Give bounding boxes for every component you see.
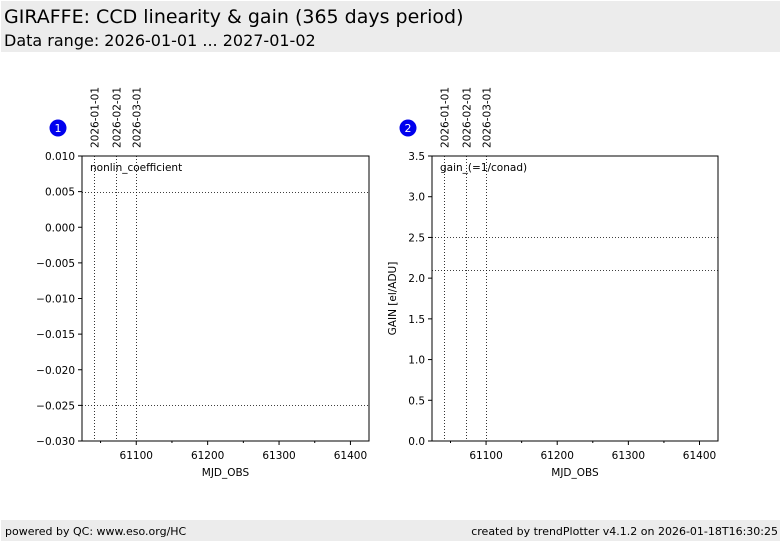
plot-frame (431, 155, 719, 442)
y-tick-label: −0.010 (36, 294, 75, 306)
x-tick-label: 61400 (683, 450, 716, 462)
y-tick-label: 0.5 (408, 395, 425, 407)
y-tick-label: 1.0 (408, 355, 425, 367)
data-range: Data range: 2026-01-01 ... 2027-01-02 (4, 31, 316, 50)
y-tick-label: 1.5 (408, 314, 425, 326)
date-marker-label: 2026-02-01 (462, 87, 474, 148)
page-title: GIRAFFE: CCD linearity & gain (365 days … (4, 6, 464, 28)
y-tick-label: 0.000 (45, 222, 75, 234)
y-tick-label: −0.015 (36, 329, 75, 341)
x-tick-label: 61200 (191, 450, 224, 462)
date-marker-label: 2026-01-01 (90, 87, 102, 148)
plot-number-badge (49, 119, 67, 137)
y-tick-label: 2.5 (408, 232, 425, 244)
date-marker-label: 2026-03-01 (482, 87, 494, 148)
y-tick-label: 0.0 (408, 436, 425, 448)
date-marker-label: 2026-02-01 (112, 87, 124, 148)
y-tick-label: 3.0 (408, 192, 425, 204)
series-label: nonlin_coefficient (90, 162, 182, 174)
plot-frame (81, 155, 370, 442)
y-tick-label: −0.030 (36, 436, 75, 448)
x-tick-label: 61100 (469, 450, 502, 462)
y-tick-label: −0.005 (36, 258, 75, 270)
x-tick-label: 61200 (541, 450, 574, 462)
footer-bar: powered by QC: www.eso.org/HC created by… (1, 520, 780, 541)
x-tick-label: 61300 (612, 450, 645, 462)
y-tick-label: −0.020 (36, 365, 75, 377)
y-tick-label: 3.5 (408, 151, 425, 163)
x-axis-label: MJD_OBS (202, 467, 250, 479)
y-tick-label: 2.0 (408, 273, 425, 285)
footer-powered-by: powered by QC: www.eso.org/HC (5, 525, 187, 538)
date-marker-label: 2026-01-01 (440, 87, 452, 148)
plot-number-badge (399, 119, 417, 137)
x-tick-label: 61300 (262, 450, 295, 462)
footer-created-by: created by trendPlotter v4.1.2 on 2026-0… (471, 525, 778, 538)
x-tick-label: 61100 (120, 450, 153, 462)
y-tick-label: 0.005 (45, 187, 75, 199)
chart-2: 2026-01-01 2026-02-01 2026-03-01 0.0 0.5 1.0 1… (387, 87, 719, 479)
plot-number-label: 2 (405, 122, 412, 135)
y-tick-label: −0.025 (36, 400, 75, 412)
x-tick-label: 61400 (334, 450, 367, 462)
plot-number-label: 1 (55, 122, 62, 135)
chart-1: 2026-01-01 2026-02-01 2026-03-01 0.010 0.005… (36, 87, 370, 479)
y-axis-label: GAIN [el/ADU] (387, 262, 399, 336)
y-tick-label: 0.010 (45, 151, 75, 163)
header-bar: GIRAFFE: CCD linearity & gain (365 days … (1, 1, 780, 52)
date-marker-label: 2026-03-01 (132, 87, 144, 148)
series-label: gain_(=1/conad) (440, 162, 527, 174)
x-axis-label: MJD_OBS (551, 467, 599, 479)
